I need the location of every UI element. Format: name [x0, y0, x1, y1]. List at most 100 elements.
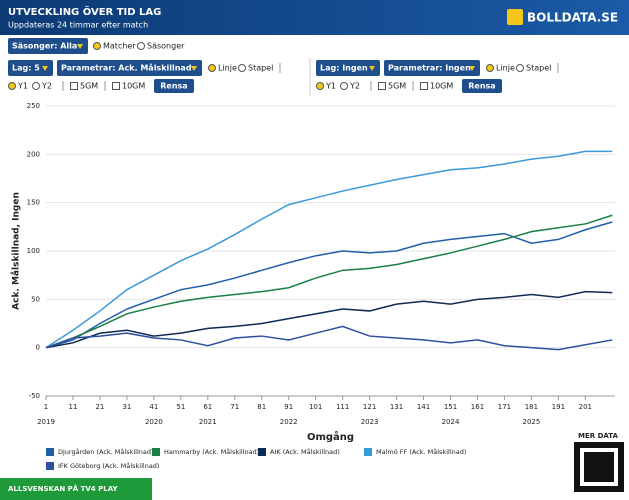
- radio[interactable]: [8, 82, 16, 90]
- radio[interactable]: [32, 82, 40, 90]
- legend-swatch[interactable]: [46, 462, 54, 470]
- x-tick-label: 121: [363, 403, 376, 411]
- dropdown-label: Parametrar: Ingen: [388, 64, 471, 73]
- legend-label[interactable]: Djurgården (Ack. Målskillnad): [58, 447, 154, 456]
- x-tick-label: 71: [230, 403, 239, 411]
- y-tick-label: 200: [27, 150, 40, 158]
- y-axis-label: Ack. Målskillnad, Ingen: [11, 192, 22, 310]
- x-tick-label: 41: [149, 403, 158, 411]
- series-line: [45, 221, 613, 349]
- radio-label: Säsonger: [147, 42, 185, 51]
- year-label: 2020: [145, 418, 163, 426]
- checkbox-label: 5GM: [388, 82, 406, 91]
- radio-label: Y2: [349, 82, 360, 91]
- radio-label: Stapel: [526, 64, 551, 73]
- radio[interactable]: [208, 64, 216, 72]
- x-tick-label: 201: [579, 403, 592, 411]
- legend-label[interactable]: Hammarby (Ack. Målskillnad): [164, 447, 259, 456]
- button[interactable]: [154, 79, 194, 93]
- logo: BOLLDATA.SE: [527, 11, 618, 25]
- radio[interactable]: [93, 42, 101, 50]
- legend-swatch[interactable]: [364, 448, 372, 456]
- x-tick-label: 161: [471, 403, 484, 411]
- dropdown-label: Parametrar: Ack. Målskillnad: [61, 63, 192, 73]
- header-bar: [0, 0, 629, 35]
- banner[interactable]: [0, 478, 152, 500]
- radio-label: Matcher: [103, 42, 136, 51]
- x-tick-label: 151: [444, 403, 457, 411]
- legend-label[interactable]: AIK (Ack. Målskillnad): [270, 447, 340, 456]
- banner-text: ALLSVENSKAN PÅ TV4 PLAY: [8, 484, 118, 493]
- x-tick-label: 61: [203, 403, 212, 411]
- x-tick-label: 11: [69, 403, 78, 411]
- dropdown-label: Lag: Ingen: [320, 64, 368, 73]
- radio[interactable]: [137, 42, 145, 50]
- radio-label: Y1: [325, 82, 336, 91]
- legend-swatch[interactable]: [258, 448, 266, 456]
- legend-swatch[interactable]: [46, 448, 54, 456]
- x-tick-label: 81: [257, 403, 266, 411]
- x-tick-label: 141: [417, 403, 430, 411]
- x-tick-label: 191: [552, 403, 565, 411]
- year-label: 2025: [522, 418, 540, 426]
- x-tick-label: 111: [336, 403, 349, 411]
- legend-swatch[interactable]: [152, 448, 160, 456]
- series-line: [45, 325, 613, 351]
- x-tick-label: 51: [176, 403, 185, 411]
- dropdown-label: Lag: 5: [12, 64, 40, 73]
- y-tick-label: 50: [31, 295, 40, 303]
- button[interactable]: [462, 79, 502, 93]
- dropdown[interactable]: [8, 60, 53, 76]
- x-tick-label: 91: [284, 403, 293, 411]
- series-line: [45, 214, 613, 349]
- checkbox[interactable]: [70, 82, 78, 90]
- y-tick-label: -50: [29, 392, 40, 400]
- dropdown-arrow: [42, 66, 48, 71]
- radio[interactable]: [238, 64, 246, 72]
- title: UTVECKLING ÖVER TID LAG: [8, 4, 161, 18]
- x-tick-label: 171: [498, 403, 511, 411]
- radio-label: Linje: [218, 64, 237, 73]
- y-tick-label: 100: [27, 247, 40, 255]
- legend-label[interactable]: Malmö FF (Ack. Målskillnad): [376, 447, 466, 456]
- year-label: 2023: [361, 418, 379, 426]
- year-label: 2022: [280, 418, 298, 426]
- checkbox[interactable]: [378, 82, 386, 90]
- radio-label: Stapel: [248, 64, 273, 73]
- radio[interactable]: [516, 64, 524, 72]
- radio-label: Y1: [17, 82, 28, 91]
- legend-label[interactable]: IFK Göteborg (Ack. Målskillnad): [58, 461, 159, 470]
- radio[interactable]: [486, 64, 494, 72]
- checkbox-label: 10GM: [122, 82, 145, 91]
- x-tick-label: 101: [309, 403, 322, 411]
- dropdown-label: Säsonger: Alla: [12, 42, 77, 51]
- qr-core: [584, 452, 614, 482]
- radio[interactable]: [316, 82, 324, 90]
- dropdown-arrow: [191, 66, 197, 71]
- button-label: Rensa: [468, 82, 495, 91]
- checkbox-label: 10GM: [430, 82, 453, 91]
- year-label: 2024: [442, 418, 460, 426]
- radio-label: Linje: [496, 64, 515, 73]
- dropdown-arrow: [77, 44, 83, 49]
- year-label: 2021: [199, 418, 217, 426]
- dropdown[interactable]: [316, 60, 380, 76]
- year-label: 2019: [37, 418, 55, 426]
- checkbox[interactable]: [420, 82, 428, 90]
- dropdown[interactable]: [384, 60, 480, 76]
- series-line: [45, 150, 613, 349]
- x-tick-label: 21: [95, 403, 104, 411]
- y-tick-label: 0: [36, 344, 40, 352]
- dropdown[interactable]: [57, 60, 202, 76]
- x-tick-label: 131: [390, 403, 403, 411]
- x-tick-label: 1: [44, 403, 48, 411]
- series-line: [45, 290, 613, 349]
- dropdown-arrow: [469, 66, 475, 71]
- x-tick-label: 181: [525, 403, 538, 411]
- checkbox[interactable]: [112, 82, 120, 90]
- radio-label: Y2: [41, 82, 52, 91]
- checkbox-label: 5GM: [80, 82, 98, 91]
- radio[interactable]: [340, 82, 348, 90]
- dropdown[interactable]: [8, 38, 88, 54]
